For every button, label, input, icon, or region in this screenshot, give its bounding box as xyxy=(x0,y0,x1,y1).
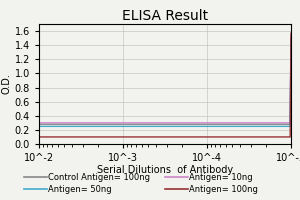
Antigen= 10ng xyxy=(289,35,293,37)
Antigen= 50ng xyxy=(186,125,190,128)
Text: Control Antigen= 100ng: Control Antigen= 100ng xyxy=(48,172,150,182)
Text: Antigen= 10ng: Antigen= 10ng xyxy=(189,172,253,182)
Antigen= 10ng xyxy=(38,122,42,124)
Antigen= 50ng xyxy=(187,125,191,128)
Y-axis label: O.D.: O.D. xyxy=(2,74,12,94)
Antigen= 50ng xyxy=(266,125,269,128)
Control Antigen= 100ng xyxy=(289,38,293,41)
Text: Antigen= 50ng: Antigen= 50ng xyxy=(48,184,112,194)
Line: Antigen= 100ng: Antigen= 100ng xyxy=(39,33,291,137)
Antigen= 100ng xyxy=(191,136,195,138)
Line: Antigen= 10ng: Antigen= 10ng xyxy=(39,36,291,123)
Antigen= 10ng xyxy=(187,122,191,124)
Antigen= 10ng xyxy=(250,122,253,124)
Antigen= 10ng xyxy=(266,122,269,124)
Antigen= 10ng xyxy=(191,122,195,124)
Control Antigen= 100ng xyxy=(38,123,42,125)
Antigen= 10ng xyxy=(186,122,190,124)
Text: Antigen= 100ng: Antigen= 100ng xyxy=(189,184,258,194)
Control Antigen= 100ng xyxy=(37,123,41,125)
Line: Control Antigen= 100ng: Control Antigen= 100ng xyxy=(39,40,291,124)
Antigen= 50ng xyxy=(37,125,41,128)
Antigen= 100ng xyxy=(266,136,269,138)
Antigen= 50ng xyxy=(38,125,42,128)
Control Antigen= 100ng xyxy=(250,123,253,125)
Antigen= 100ng xyxy=(37,136,41,138)
Control Antigen= 100ng xyxy=(266,123,269,125)
Title: ELISA Result: ELISA Result xyxy=(122,9,208,23)
Antigen= 100ng xyxy=(186,136,190,138)
Control Antigen= 100ng xyxy=(191,123,195,125)
Antigen= 50ng xyxy=(191,125,195,128)
Antigen= 100ng xyxy=(187,136,191,138)
Control Antigen= 100ng xyxy=(186,123,190,125)
Line: Antigen= 50ng: Antigen= 50ng xyxy=(39,42,291,126)
Antigen= 100ng xyxy=(289,32,293,34)
Antigen= 100ng xyxy=(250,136,253,138)
Text: Serial Dilutions  of Antibody: Serial Dilutions of Antibody xyxy=(97,165,233,175)
Antigen= 50ng xyxy=(289,40,293,43)
Antigen= 50ng xyxy=(250,125,253,128)
Control Antigen= 100ng xyxy=(187,123,191,125)
Antigen= 100ng xyxy=(38,136,42,138)
Antigen= 10ng xyxy=(37,122,41,124)
